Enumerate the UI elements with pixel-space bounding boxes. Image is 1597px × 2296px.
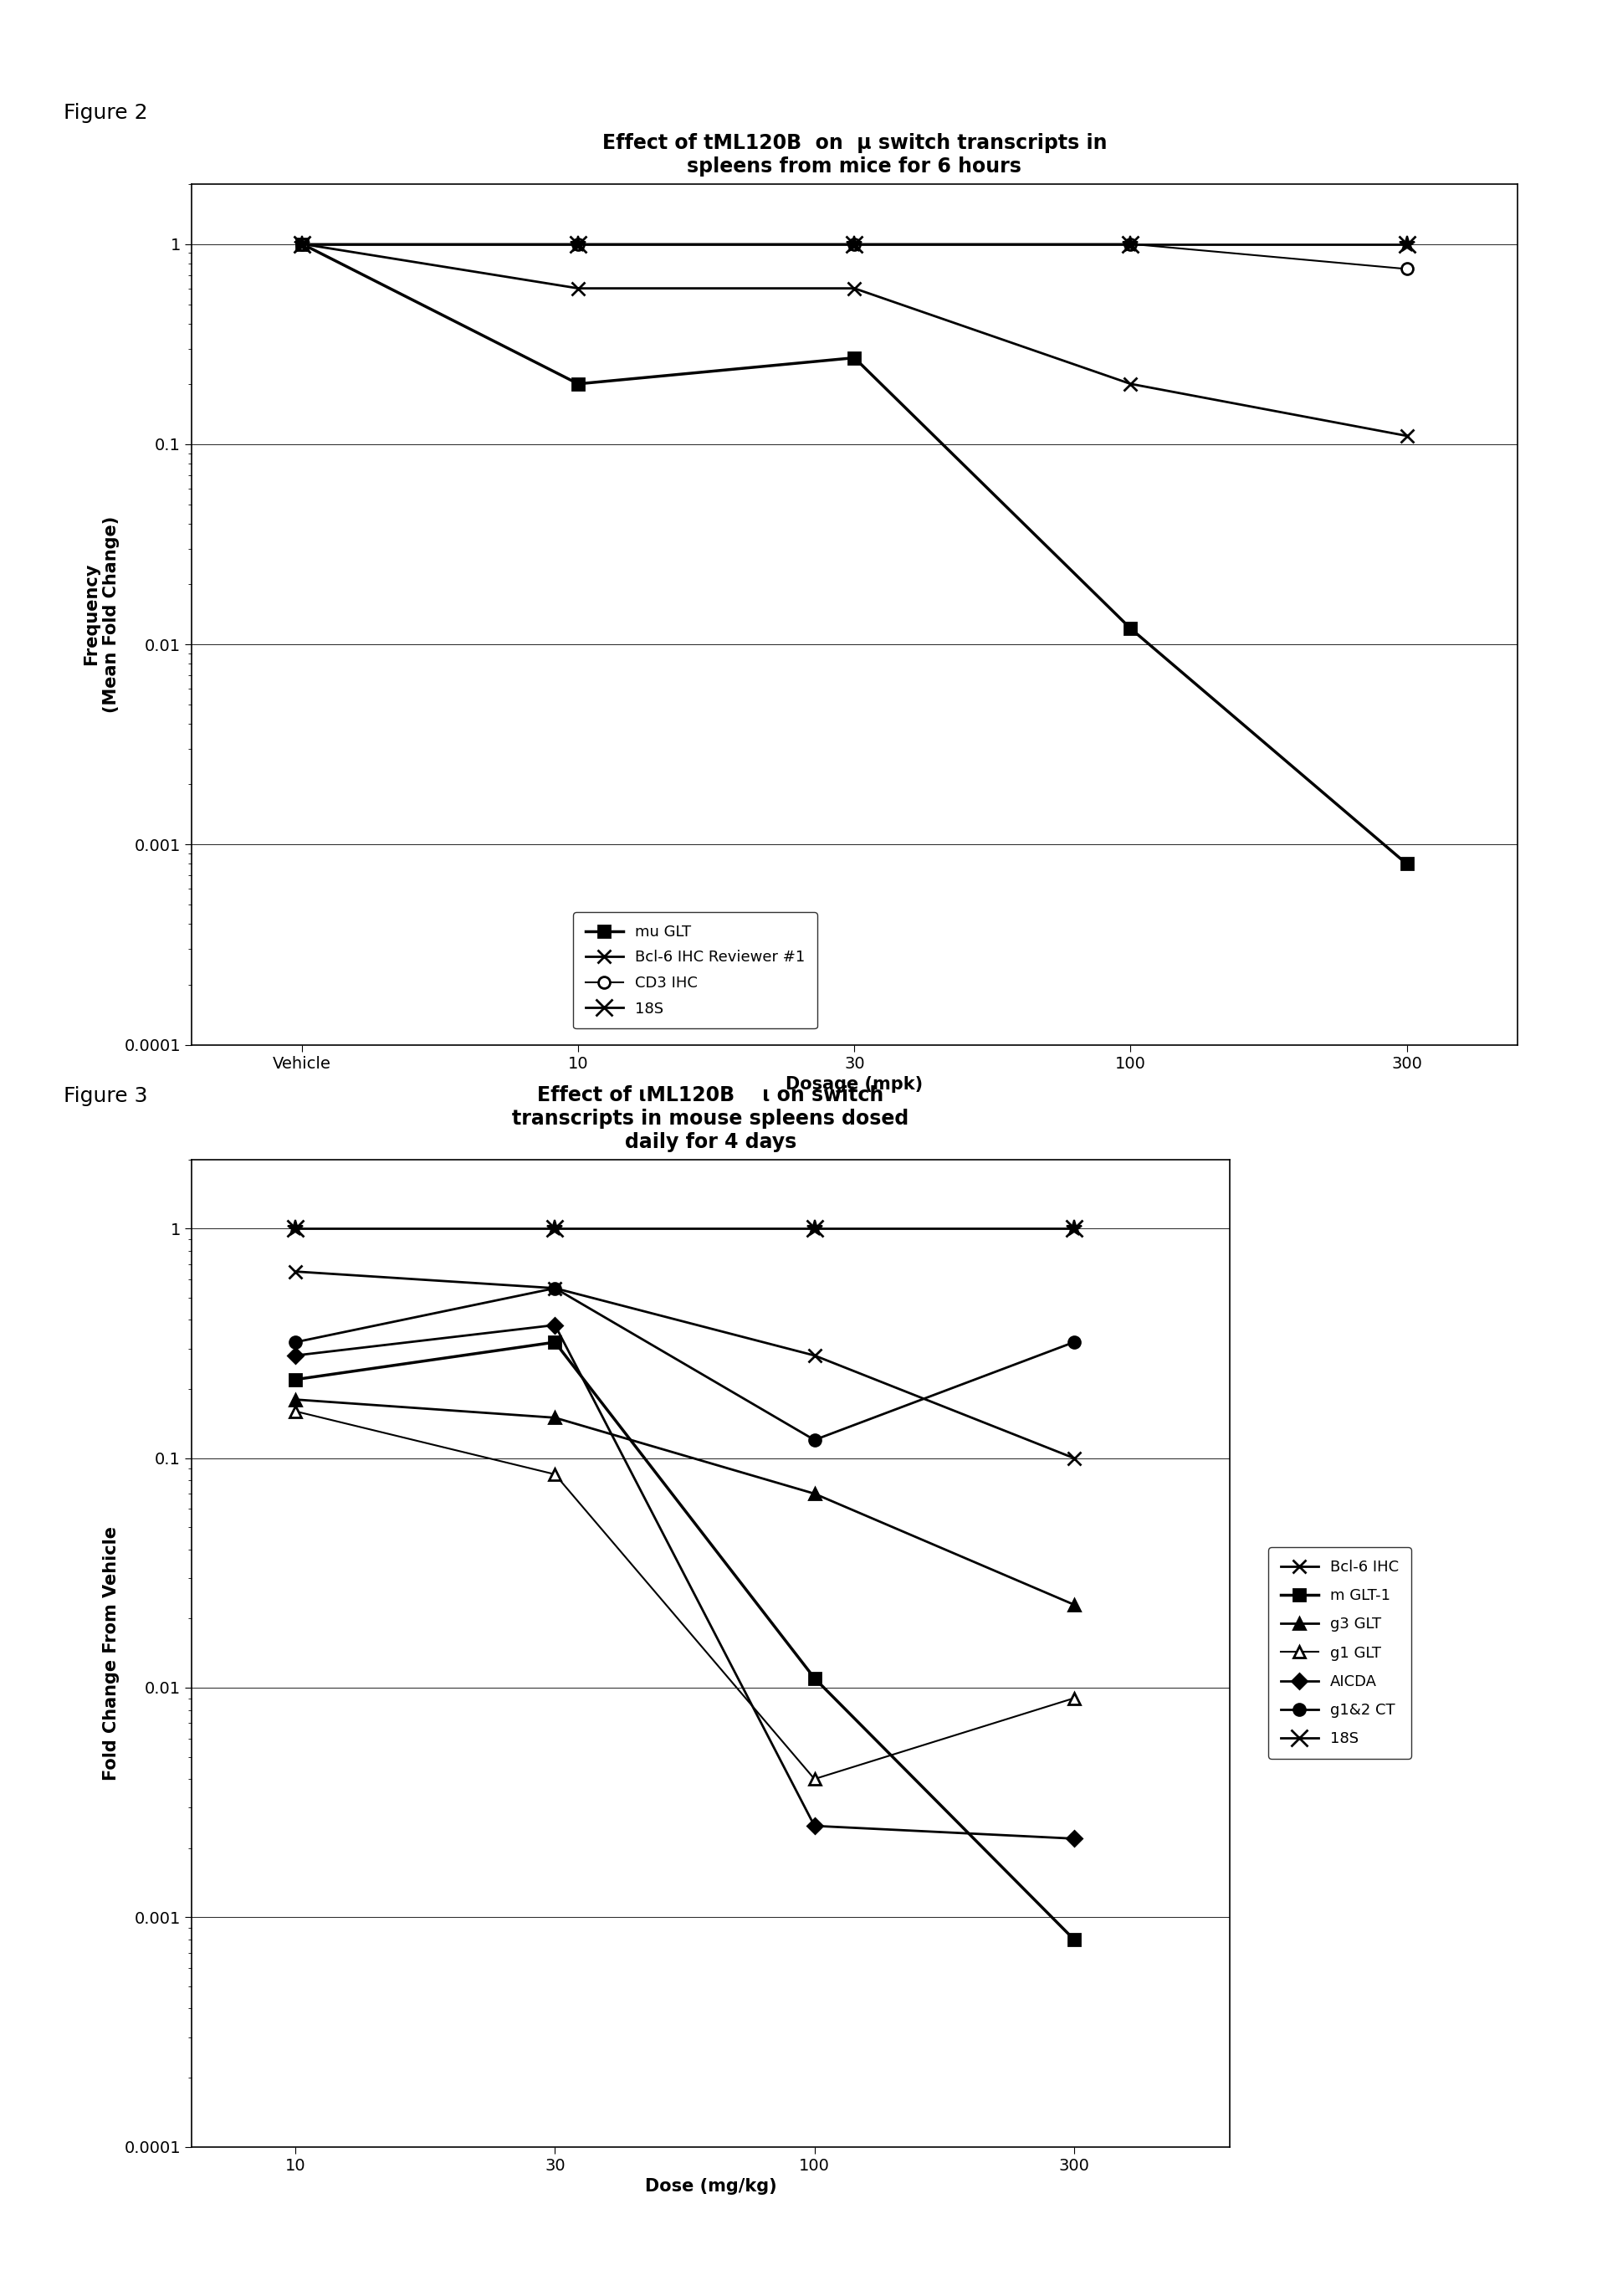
CD3 IHC xyxy=(292,230,311,257)
g3 GLT xyxy=(286,1387,305,1414)
g1 GLT xyxy=(805,1766,824,1793)
18S xyxy=(292,230,311,257)
18S xyxy=(569,230,588,257)
CD3 IHC xyxy=(845,230,864,257)
Line: g1&2 CT: g1&2 CT xyxy=(289,1283,1080,1446)
g1 GLT xyxy=(546,1460,565,1488)
Text: Figure 3: Figure 3 xyxy=(64,1086,149,1107)
CD3 IHC xyxy=(1397,255,1417,282)
g1 GLT xyxy=(1064,1685,1083,1713)
Line: 18S: 18S xyxy=(287,1221,1083,1238)
18S xyxy=(1121,230,1140,257)
AICDA xyxy=(1064,1825,1083,1853)
Bcl-6 IHC Reviewer #1 xyxy=(845,276,864,303)
Legend: Bcl-6 IHC, m GLT-1, g3 GLT, g1 GLT, AICDA, g1&2 CT, 18S: Bcl-6 IHC, m GLT-1, g3 GLT, g1 GLT, AICD… xyxy=(1268,1548,1412,1759)
AICDA xyxy=(546,1311,565,1339)
Line: g1 GLT: g1 GLT xyxy=(289,1405,1080,1784)
AICDA xyxy=(286,1341,305,1368)
mu GLT xyxy=(845,344,864,372)
mu GLT xyxy=(569,370,588,397)
Bcl-6 IHC xyxy=(1064,1444,1083,1472)
mu GLT xyxy=(1397,850,1417,877)
18S xyxy=(805,1215,824,1242)
Bcl-6 IHC Reviewer #1 xyxy=(569,276,588,303)
CD3 IHC xyxy=(569,230,588,257)
mu GLT xyxy=(1121,615,1140,643)
g1&2 CT xyxy=(286,1329,305,1357)
Line: CD3 IHC: CD3 IHC xyxy=(297,239,1412,276)
Bcl-6 IHC Reviewer #1 xyxy=(292,230,311,257)
g3 GLT xyxy=(805,1481,824,1508)
m GLT-1 xyxy=(805,1665,824,1692)
Bcl-6 IHC xyxy=(286,1258,305,1286)
g1&2 CT xyxy=(1064,1329,1083,1357)
Line: 18S: 18S xyxy=(294,236,1415,253)
Bcl-6 IHC Reviewer #1 xyxy=(1121,370,1140,397)
Line: AICDA: AICDA xyxy=(291,1320,1080,1844)
m GLT-1 xyxy=(546,1329,565,1357)
Bcl-6 IHC xyxy=(546,1274,565,1302)
m GLT-1 xyxy=(1064,1926,1083,1954)
X-axis label: Dose (mg/kg): Dose (mg/kg) xyxy=(645,2179,776,2195)
18S xyxy=(1064,1215,1083,1242)
Text: Figure 2: Figure 2 xyxy=(64,103,149,124)
18S xyxy=(1397,230,1417,257)
Line: mu GLT: mu GLT xyxy=(297,239,1412,870)
mu GLT xyxy=(292,230,311,257)
Bcl-6 IHC xyxy=(805,1341,824,1368)
X-axis label: Dosage (mpk): Dosage (mpk) xyxy=(786,1077,923,1093)
AICDA xyxy=(805,1812,824,1839)
Title: Effect of tML120B  on  μ switch transcripts in
spleens from mice for 6 hours: Effect of tML120B on μ switch transcript… xyxy=(602,133,1107,177)
Legend: mu GLT, Bcl-6 IHC Reviewer #1, CD3 IHC, 18S: mu GLT, Bcl-6 IHC Reviewer #1, CD3 IHC, … xyxy=(573,912,818,1029)
g1&2 CT xyxy=(805,1426,824,1453)
18S xyxy=(286,1215,305,1242)
Y-axis label: Fold Change From Vehicle: Fold Change From Vehicle xyxy=(102,1527,120,1779)
g3 GLT xyxy=(546,1403,565,1430)
Bcl-6 IHC Reviewer #1 xyxy=(1397,422,1417,450)
g1&2 CT xyxy=(546,1274,565,1302)
Title: Effect of ιML120B    ι on switch
transcripts in mouse spleens dosed
daily for 4 : Effect of ιML120B ι on switch transcript… xyxy=(513,1086,909,1153)
18S xyxy=(546,1215,565,1242)
g3 GLT xyxy=(1064,1591,1083,1619)
Line: m GLT-1: m GLT-1 xyxy=(289,1336,1080,1945)
Line: Bcl-6 IHC: Bcl-6 IHC xyxy=(289,1265,1081,1465)
Line: Bcl-6 IHC Reviewer #1: Bcl-6 IHC Reviewer #1 xyxy=(295,236,1413,443)
Line: g3 GLT: g3 GLT xyxy=(289,1394,1080,1609)
m GLT-1 xyxy=(286,1366,305,1394)
CD3 IHC xyxy=(1121,230,1140,257)
18S xyxy=(845,230,864,257)
Y-axis label: Frequency
(Mean Fold Change): Frequency (Mean Fold Change) xyxy=(83,517,120,712)
g1 GLT xyxy=(286,1398,305,1426)
